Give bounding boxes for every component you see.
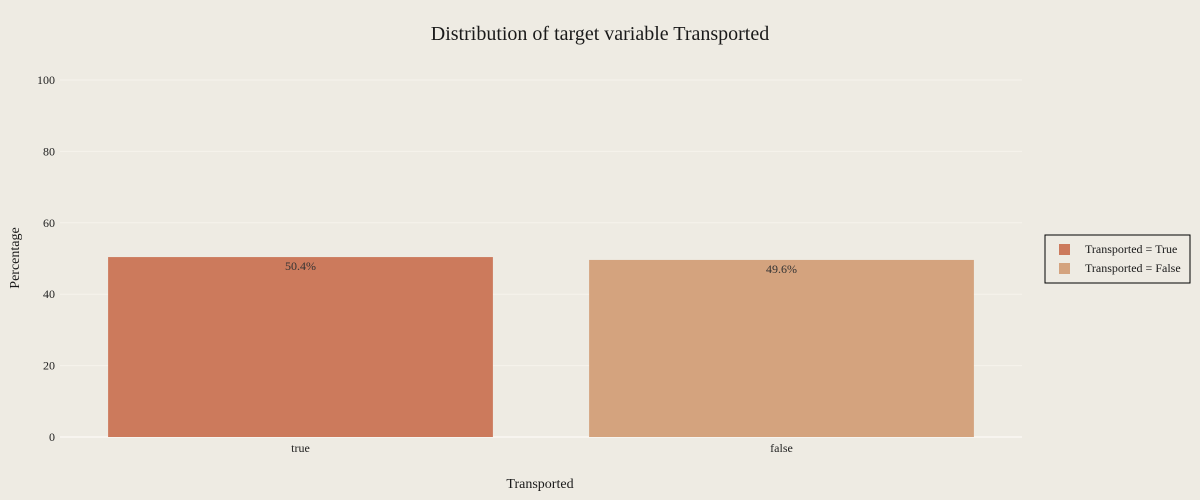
legend: Transported = True Transported = False <box>1044 234 1191 284</box>
y-tick-label: 20 <box>43 359 55 373</box>
x-axis-title: Transported <box>506 477 573 492</box>
legend-label: Transported = True <box>1085 242 1177 256</box>
bar-data-labels: 50.4% 49.6% <box>285 259 797 276</box>
legend-box <box>1044 234 1191 284</box>
y-tick-label: 80 <box>43 144 55 158</box>
y-axis-title: Percentage <box>8 227 23 288</box>
chart-title: Distribution of target variable Transpor… <box>431 23 769 45</box>
y-tick-label: 0 <box>49 430 55 444</box>
x-tick-label: false <box>770 441 793 455</box>
bar-false <box>589 259 974 437</box>
y-tick-label: 40 <box>43 287 55 301</box>
legend-swatch <box>1059 263 1070 274</box>
bar-true <box>108 257 493 437</box>
bars <box>108 257 974 437</box>
legend-swatch <box>1059 244 1070 255</box>
y-axis-ticks: 0 20 40 60 80 100 <box>37 73 55 444</box>
x-tick-label: true <box>291 441 310 455</box>
bar-value-label: 50.4% <box>285 259 316 273</box>
legend-label: Transported = False <box>1085 261 1181 275</box>
y-tick-label: 100 <box>37 73 55 87</box>
bar-value-label: 49.6% <box>766 262 797 276</box>
x-axis-ticks: true false <box>291 441 793 455</box>
y-tick-label: 60 <box>43 216 55 230</box>
